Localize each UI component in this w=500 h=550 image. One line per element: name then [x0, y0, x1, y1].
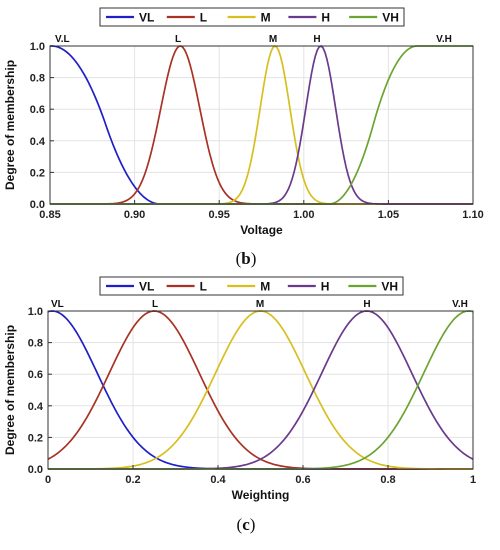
x-tick-label: 0.8	[380, 474, 395, 486]
y-tick-label: 0.4	[28, 401, 44, 413]
legend-label-l: L	[200, 280, 207, 294]
curve-label: H	[363, 299, 370, 310]
curve-label: H	[313, 34, 320, 45]
curve-label: V.H	[452, 299, 468, 310]
x-tick-label: 0.2	[125, 474, 140, 486]
legend-label-vl: VL	[139, 11, 154, 25]
legend-label-h: H	[321, 280, 330, 294]
x-tick-label: 0.6	[295, 474, 310, 486]
legend-label-h: H	[321, 11, 330, 25]
y-tick-label: 0.0	[28, 464, 43, 476]
curve-label: VL	[51, 299, 64, 310]
legend-label-m: M	[260, 280, 270, 294]
legend-label-vh: VH	[382, 11, 399, 25]
legend-label-vl: VL	[139, 280, 154, 294]
y-tick-label: 0.2	[30, 167, 45, 179]
axes-frame	[47, 310, 474, 470]
chart-panel-b: 0.85 0.90 0.95 1.00 1.05 1.10 0.0 0.2 0.4 0.6 0.8 1…	[3, 7, 484, 268]
y-tick-label: 0.6	[30, 104, 45, 116]
x-axis-label: Voltage	[240, 223, 283, 237]
curve-label: V.H	[436, 34, 452, 45]
legend: VL L M H VH	[99, 7, 405, 27]
x-tick-label: 0.4	[210, 474, 226, 486]
y-axis-label: Degree of membership	[3, 60, 17, 190]
x-tick-label: 0.90	[124, 209, 145, 221]
curve-label: V.L	[55, 34, 70, 45]
x-axis-label: Weighting	[232, 488, 290, 502]
chart-panel-c: 0 0.2 0.4 0.6 0.8 1 0.0 0.2 0.4 0.6 0.8 1.0 Weightin…	[3, 276, 476, 534]
curve-label: L	[175, 34, 181, 45]
plot-area	[50, 46, 473, 204]
y-tick-label: 1.0	[28, 306, 43, 318]
panel-caption: (c)	[237, 515, 256, 534]
curve-label: M	[269, 34, 277, 45]
curve-label: L	[152, 299, 158, 310]
x-tick-label: 0	[45, 474, 51, 486]
axes-frame	[49, 45, 474, 205]
y-tick-label: 0.8	[28, 338, 43, 350]
legend-label-l: L	[200, 11, 207, 25]
legend: VL L M H VH	[99, 276, 404, 296]
plot-area	[48, 311, 473, 469]
legend-label-m: M	[261, 11, 271, 25]
y-tick-label: 0.4	[30, 136, 46, 148]
legend-label-vh: VH	[381, 280, 398, 294]
y-tick-label: 1.0	[30, 41, 45, 53]
y-tick-label: 0.6	[28, 369, 43, 381]
curve-label: M	[256, 299, 264, 310]
panel-caption: (b)	[236, 249, 257, 268]
y-tick-label: 0.0	[30, 199, 45, 211]
x-tick-label: 0.85	[39, 209, 60, 221]
x-tick-label: 1	[470, 474, 476, 486]
x-tick-label: 1.10	[462, 209, 483, 221]
y-tick-label: 0.8	[30, 73, 45, 85]
y-tick-label: 0.2	[28, 432, 43, 444]
x-tick-label: 1.00	[293, 209, 314, 221]
x-tick-label: 0.95	[208, 209, 229, 221]
x-tick-label: 1.05	[378, 209, 399, 221]
y-axis-label: Degree of membership	[3, 325, 17, 455]
